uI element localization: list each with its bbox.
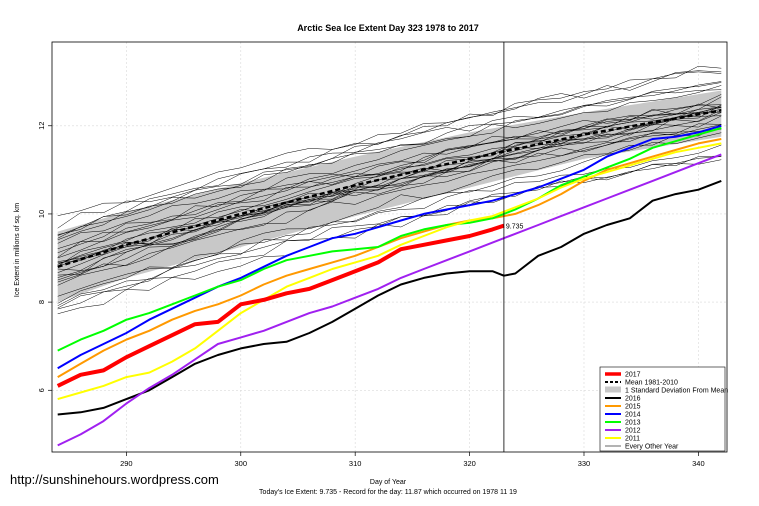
y-axis-label: Ice Extent in millions of sq. km bbox=[14, 203, 21, 297]
legend-label: Mean 1981-2010 bbox=[625, 380, 678, 387]
legend-label: Every Other Year bbox=[625, 444, 679, 451]
x-axis-label: Day of Year bbox=[370, 479, 407, 486]
watermark-url: http://sunshinehours.wordpress.com bbox=[10, 472, 219, 487]
series-line-2017 bbox=[56, 223, 505, 388]
other-year-line bbox=[57, 65, 722, 236]
y-tick-label: 8 bbox=[37, 300, 46, 304]
legend-label: 2014 bbox=[625, 412, 641, 419]
other-year-line bbox=[57, 81, 722, 258]
other-year-line bbox=[57, 71, 722, 216]
other-year-line bbox=[57, 109, 722, 283]
axis-ticks: 290 300 310 320 330 340 6 8 10 12 bbox=[37, 122, 705, 468]
mean-line bbox=[57, 109, 722, 268]
legend-swatch bbox=[605, 386, 621, 393]
legend-label: 2016 bbox=[625, 396, 641, 403]
y-tick-label: 6 bbox=[37, 388, 46, 392]
series-lines bbox=[56, 124, 722, 447]
other-year-line bbox=[57, 82, 722, 241]
x-tick-label: 320 bbox=[463, 459, 476, 468]
other-year-line bbox=[57, 159, 722, 309]
other-year-line bbox=[57, 103, 722, 244]
series-line-2014 bbox=[57, 124, 722, 370]
mean-line-group bbox=[57, 109, 722, 268]
y-tick-label: 10 bbox=[37, 210, 46, 218]
other-year-line bbox=[57, 155, 722, 315]
current-value-label: 9.735 bbox=[506, 224, 524, 231]
x-tick-label: 290 bbox=[120, 459, 133, 468]
other-year-line bbox=[57, 124, 722, 265]
series-line-2012 bbox=[57, 153, 722, 447]
legend-label: 2013 bbox=[625, 420, 641, 427]
legend-label: 2012 bbox=[625, 428, 641, 435]
legend-label: 2015 bbox=[625, 404, 641, 411]
y-tick-label: 12 bbox=[37, 122, 46, 130]
other-year-line bbox=[57, 89, 722, 229]
legend-label: 2017 bbox=[625, 372, 641, 379]
other-year-line bbox=[57, 112, 722, 265]
x-tick-label: 310 bbox=[349, 459, 362, 468]
other-year-line bbox=[57, 123, 722, 286]
x-tick-label: 300 bbox=[235, 459, 248, 468]
other-year-line bbox=[57, 124, 722, 304]
other-year-line bbox=[57, 115, 722, 263]
series-line-2013 bbox=[57, 127, 722, 352]
chart-footer: Today's Ice Extent: 9.735 - Record for t… bbox=[259, 489, 517, 496]
legend-label: 2011 bbox=[625, 436, 640, 443]
x-tick-label: 340 bbox=[692, 459, 705, 468]
other-year-line bbox=[57, 107, 722, 254]
other-year-line bbox=[57, 85, 722, 235]
series-line-2016 bbox=[57, 179, 722, 416]
std-band bbox=[57, 90, 722, 303]
chart-title: Arctic Sea Ice Extent Day 323 1978 to 20… bbox=[297, 23, 479, 33]
x-tick-label: 330 bbox=[578, 459, 591, 468]
series-line-2011 bbox=[57, 142, 722, 401]
plot-frame bbox=[51, 41, 728, 453]
other-year-line bbox=[57, 104, 722, 259]
other-year-line bbox=[57, 156, 722, 306]
std-deviation-band bbox=[57, 90, 722, 303]
other-year-line bbox=[57, 128, 722, 267]
other-year-line bbox=[57, 96, 722, 271]
legend-label: 1 Standard Deviation From Mean bbox=[625, 388, 728, 395]
